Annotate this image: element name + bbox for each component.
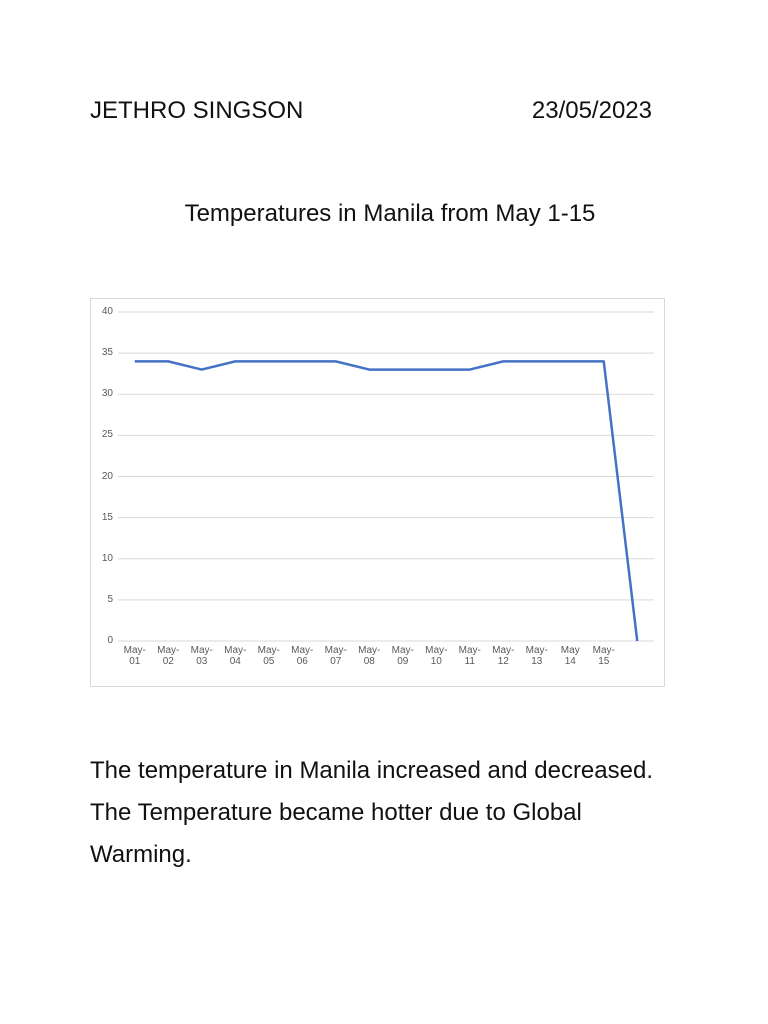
x-tick-label: May-05 xyxy=(257,645,280,667)
plot xyxy=(118,311,654,642)
chart: 0 5 10 15 20 25 30 35 40 May-01 May-02 May-03 May-04… xyxy=(90,298,665,687)
x-tick-label: May-06 xyxy=(291,645,314,667)
x-tick-label: May-12 xyxy=(492,645,515,667)
y-tick-label: 5 xyxy=(107,593,113,605)
y-tick-label: 30 xyxy=(101,388,113,400)
x-tick-label: May-10 xyxy=(425,645,448,667)
y-tick-label: 15 xyxy=(101,511,113,523)
y-tick-label: 0 xyxy=(107,635,113,646)
y-tick-label: 20 xyxy=(101,470,113,482)
x-tick-label: May-15 xyxy=(592,645,615,667)
author-name: JETHRO SINGSON xyxy=(90,97,304,124)
x-tick-label: May-13 xyxy=(525,645,548,667)
x-tick-label: May-11 xyxy=(458,645,481,667)
x-tick-label: May-03 xyxy=(190,645,213,667)
x-tick-label: May 14 xyxy=(560,645,580,667)
y-tick-label: 40 xyxy=(101,306,113,317)
y-tick-label: 25 xyxy=(101,429,113,441)
x-tick-label: May-07 xyxy=(324,645,347,667)
chart-title: Temperatures in Manila from May 1-15 xyxy=(184,200,596,227)
data-line xyxy=(134,360,639,642)
x-tick-label: May-01 xyxy=(123,645,146,667)
paragraph: The temperature in Manila increased and … xyxy=(90,757,653,868)
x-tick-label: May-08 xyxy=(358,645,381,667)
date: 23/05/2023 xyxy=(531,97,652,124)
x-tick-label: May-04 xyxy=(224,645,247,667)
y-tick-label: 10 xyxy=(101,552,113,564)
y-tick-label: 35 xyxy=(101,347,113,359)
x-tick-label: May-09 xyxy=(391,645,414,667)
x-tick-label: May-02 xyxy=(157,645,180,667)
